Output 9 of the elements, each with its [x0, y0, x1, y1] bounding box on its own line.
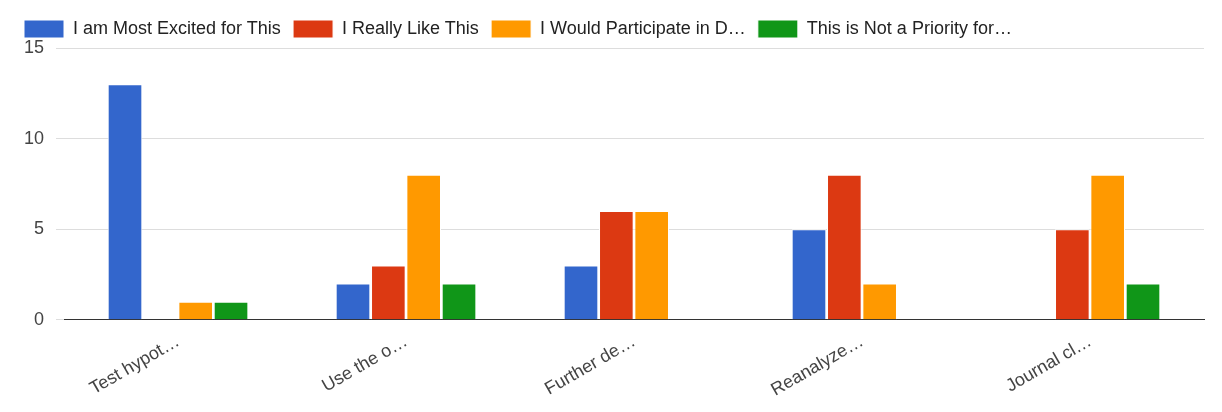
x-tick-label: Use the o…: [318, 330, 411, 396]
y-tick-label: 10: [23, 127, 45, 148]
y-tick-label: 5: [34, 218, 45, 239]
y-tick-label: 0: [34, 308, 45, 329]
legend-label: I Would Participate in D…: [540, 17, 746, 38]
legend-label: This is Not a Priority for…: [806, 17, 1012, 38]
legend-label: I Really Like This: [342, 17, 479, 38]
legend-label: I am Most Excited for This: [73, 17, 281, 38]
y-tick-label: 15: [23, 36, 45, 57]
